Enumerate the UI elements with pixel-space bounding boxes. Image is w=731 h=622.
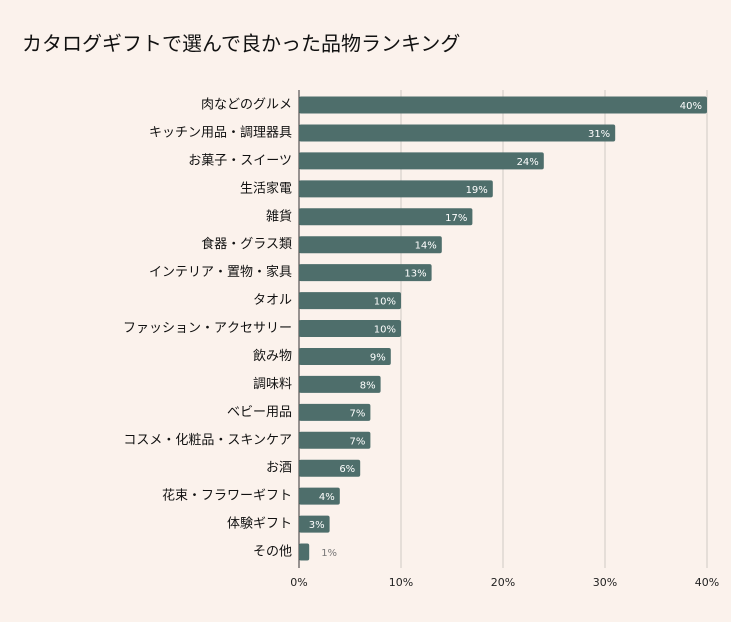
y-tick-label: 調味料	[253, 377, 292, 392]
bar	[299, 487, 340, 505]
y-tick-label: タオル	[253, 293, 292, 308]
value-label: 7%	[350, 436, 366, 447]
y-tick-label: コスメ・化粧品・スキンケア	[123, 433, 292, 448]
value-label: 1%	[321, 548, 337, 559]
chart-title: カタログギフトで選んで良かった品物ランキング	[22, 32, 460, 56]
y-tick-label: 花束・フラワーギフト	[162, 488, 292, 504]
bar	[299, 459, 361, 477]
value-label: 7%	[350, 408, 366, 419]
bar	[299, 403, 371, 421]
bar	[299, 292, 401, 310]
y-tick-label: 雑貨	[266, 208, 292, 224]
value-label: 40%	[680, 101, 702, 112]
value-label: 10%	[374, 325, 396, 336]
value-label: 31%	[588, 129, 610, 140]
bar	[299, 236, 442, 254]
x-tick-label: 40%	[695, 576, 719, 589]
x-tick-label: 0%	[290, 576, 307, 589]
bar	[299, 180, 493, 198]
y-tick-label: 食器・グラス類	[201, 236, 292, 252]
y-tick-label: 飲み物	[253, 348, 292, 364]
bar	[299, 515, 330, 533]
bar	[299, 375, 381, 393]
value-label: 3%	[309, 520, 325, 531]
y-tick-label: キッチン用品・調理器具	[149, 125, 292, 140]
value-label: 9%	[370, 352, 386, 363]
value-label: 13%	[404, 269, 426, 280]
y-tick-label: 体験ギフト	[227, 517, 292, 532]
y-tick-label: 生活家電	[240, 180, 292, 196]
value-label: 10%	[374, 297, 396, 308]
y-tick-label: その他	[253, 545, 292, 560]
bar	[299, 431, 371, 449]
x-tick-label: 20%	[491, 576, 515, 589]
y-tick-label: ベビー用品	[227, 405, 292, 420]
value-label: 17%	[445, 213, 467, 224]
value-label: 19%	[466, 185, 488, 196]
bar	[299, 124, 616, 142]
bar	[299, 152, 544, 170]
value-label: 24%	[517, 157, 539, 168]
y-tick-label: ファッション・アクセサリー	[123, 321, 292, 336]
bar	[299, 543, 310, 561]
value-label: 8%	[360, 380, 376, 391]
x-tick-label: 30%	[593, 576, 617, 589]
bar	[299, 96, 707, 114]
bar	[299, 264, 432, 282]
bar	[299, 320, 401, 338]
x-tick-label: 10%	[389, 576, 413, 589]
y-tick-label: お酒	[266, 461, 292, 476]
value-label: 4%	[319, 492, 335, 503]
value-label: 14%	[415, 241, 437, 252]
y-tick-label: お菓子・スイーツ	[188, 153, 292, 168]
value-label: 6%	[339, 464, 355, 475]
bar	[299, 347, 391, 365]
bar	[299, 208, 473, 226]
y-tick-label: 肉などのグルメ	[201, 98, 292, 113]
y-tick-label: インテリア・置物・家具	[149, 264, 292, 280]
